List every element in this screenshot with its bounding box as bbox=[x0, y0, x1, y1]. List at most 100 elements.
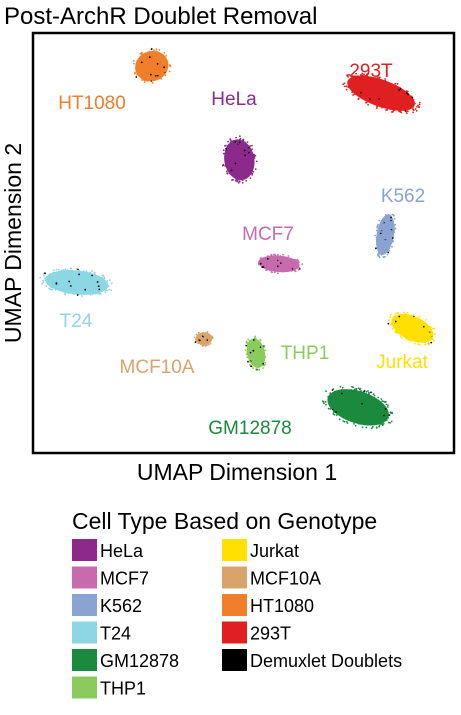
cell-point bbox=[249, 151, 252, 154]
cluster-hela bbox=[221, 135, 258, 184]
cluster-label-ht1080: HT1080 bbox=[58, 93, 126, 114]
cell-point bbox=[370, 81, 372, 83]
cell-point bbox=[151, 81, 154, 84]
cell-point bbox=[353, 408, 356, 410]
cell-point bbox=[39, 277, 41, 279]
cell-point bbox=[149, 79, 152, 82]
cell-point bbox=[195, 338, 197, 341]
cell-point bbox=[54, 285, 57, 287]
cell-point bbox=[399, 96, 402, 99]
cell-point bbox=[411, 326, 414, 329]
cell-point bbox=[251, 144, 253, 147]
cell-point bbox=[163, 61, 166, 64]
cell-point bbox=[425, 336, 428, 339]
cell-point bbox=[385, 403, 388, 406]
cell-point bbox=[155, 50, 158, 53]
doublet-point bbox=[262, 362, 265, 365]
cell-point bbox=[143, 81, 146, 83]
cell-point bbox=[354, 411, 357, 414]
cell-point bbox=[387, 421, 390, 424]
cell-point bbox=[387, 245, 389, 248]
doublet-point bbox=[135, 76, 138, 78]
cell-point bbox=[375, 239, 378, 241]
cell-point bbox=[69, 288, 72, 291]
cell-point bbox=[387, 243, 390, 246]
cell-point bbox=[241, 167, 243, 170]
cell-point bbox=[400, 337, 403, 339]
cell-point bbox=[329, 392, 332, 394]
cell-point bbox=[257, 365, 260, 368]
cell-point bbox=[159, 62, 162, 65]
cell-point bbox=[239, 157, 242, 160]
cell-point bbox=[232, 178, 234, 181]
cell-point bbox=[378, 256, 381, 259]
doublet-point bbox=[398, 89, 400, 92]
cell-point bbox=[417, 335, 419, 338]
cell-point bbox=[241, 179, 244, 182]
cell-point bbox=[415, 334, 417, 337]
doublet-point bbox=[148, 56, 151, 58]
cell-point bbox=[88, 291, 91, 294]
cell-point bbox=[273, 253, 275, 256]
cell-point bbox=[387, 105, 390, 108]
cell-point bbox=[298, 266, 301, 269]
cell-point bbox=[274, 270, 277, 272]
cell-point bbox=[61, 288, 64, 291]
legend-swatch bbox=[222, 649, 247, 671]
cell-point bbox=[251, 356, 253, 359]
cell-point bbox=[325, 390, 327, 393]
cell-point bbox=[430, 336, 433, 339]
cell-point bbox=[329, 397, 332, 400]
legend-label: K562 bbox=[100, 596, 142, 616]
cell-point bbox=[235, 164, 237, 167]
cell-point bbox=[386, 225, 389, 228]
cell-point bbox=[163, 52, 166, 54]
cell-point bbox=[352, 90, 355, 93]
cell-point bbox=[359, 420, 362, 423]
cell-point bbox=[410, 95, 413, 98]
cell-point bbox=[201, 340, 204, 342]
cell-point bbox=[44, 277, 46, 280]
cell-point bbox=[279, 255, 282, 257]
cell-point bbox=[288, 269, 291, 272]
doublet-point bbox=[234, 162, 237, 165]
cell-point bbox=[61, 272, 64, 275]
cell-point bbox=[150, 52, 153, 55]
cell-point bbox=[253, 362, 256, 364]
cell-point bbox=[358, 422, 360, 425]
cell-point bbox=[395, 326, 397, 329]
cell-point bbox=[345, 402, 348, 404]
cell-point bbox=[160, 59, 163, 62]
cell-point bbox=[66, 281, 68, 284]
cell-point bbox=[241, 172, 244, 175]
cell-point bbox=[74, 278, 77, 281]
cell-point bbox=[246, 350, 249, 353]
cell-point bbox=[378, 104, 381, 107]
cell-point bbox=[158, 77, 161, 80]
cell-point bbox=[327, 399, 330, 402]
cell-point bbox=[297, 268, 300, 271]
cell-point bbox=[252, 170, 255, 173]
cell-point bbox=[394, 92, 397, 95]
cell-point bbox=[243, 151, 246, 154]
cell-point bbox=[89, 283, 92, 285]
cluster-body bbox=[327, 389, 389, 426]
cell-point bbox=[288, 263, 291, 265]
cell-point bbox=[413, 339, 416, 342]
cell-point bbox=[408, 316, 410, 319]
cell-point bbox=[412, 318, 414, 321]
cell-point bbox=[236, 176, 239, 179]
cell-point bbox=[370, 414, 373, 417]
cell-point bbox=[234, 159, 237, 162]
cell-point bbox=[390, 242, 393, 245]
cell-point bbox=[356, 405, 358, 408]
doublet-point bbox=[243, 149, 246, 152]
cell-point bbox=[376, 225, 379, 227]
cell-point bbox=[422, 328, 425, 331]
cell-point bbox=[375, 410, 378, 413]
cell-point bbox=[387, 217, 390, 220]
cell-point bbox=[248, 357, 251, 360]
doublet-point bbox=[97, 285, 100, 288]
cell-point bbox=[208, 338, 211, 341]
